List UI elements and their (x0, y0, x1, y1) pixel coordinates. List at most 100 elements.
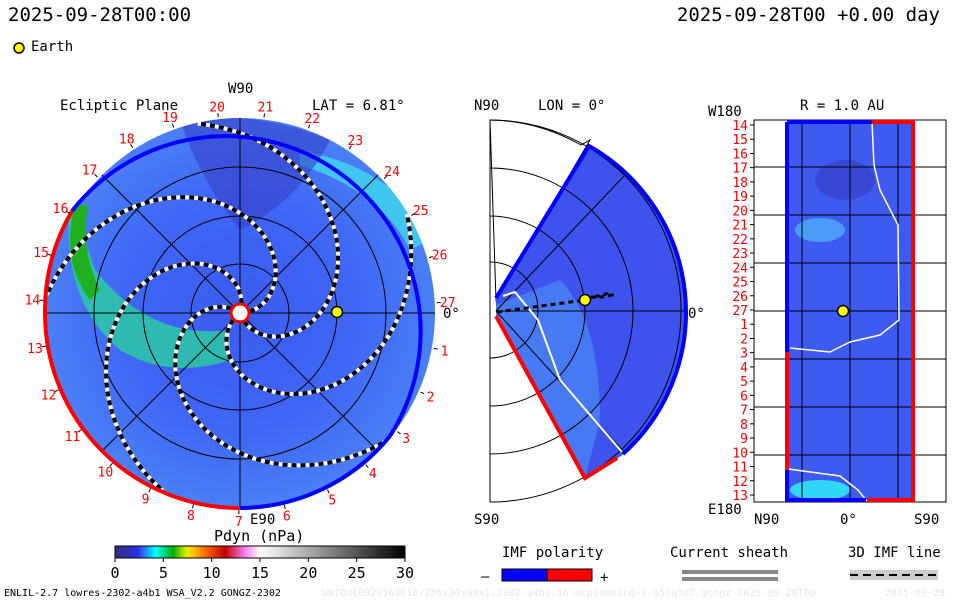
rim-label: 17 (82, 163, 98, 178)
rim-label: 7 (235, 515, 243, 530)
ecliptic-w90: W90 (228, 81, 253, 97)
footer-run-id: UNIQUE0929163618/256x30x90x1.2302-a4b1.1… (322, 588, 816, 599)
left-timestamp: 2025-09-28T00:00 (8, 4, 192, 26)
rim-label: 13 (27, 342, 43, 357)
imf-line (45, 195, 278, 314)
current-sheath-title: Current sheath (670, 545, 788, 561)
rim-label: 27 (440, 296, 456, 311)
row-label: 21 (732, 219, 748, 234)
rim-tick (326, 489, 330, 494)
rim-label: 4 (369, 467, 377, 482)
imf-polarity-title: IMF polarity (502, 545, 603, 561)
ecliptic-0deg: 0° (443, 306, 460, 322)
rim-tick (66, 211, 71, 214)
colorbar-tick-label: 25 (348, 564, 366, 582)
rim-tick (420, 391, 425, 395)
radial-slice-plot: 1415161718192021222324252627123456789101… (732, 119, 947, 504)
row-label: 5 (740, 375, 748, 390)
row-label: 14 (732, 119, 748, 134)
current-sheath-swatch-2 (682, 577, 778, 581)
colorbar-tick-label: 15 (251, 564, 269, 582)
rim-tick (397, 431, 401, 435)
row-label: 25 (732, 276, 748, 291)
row-label: 15 (732, 133, 748, 148)
rim-label: 18 (119, 133, 135, 148)
rim-tick (428, 255, 434, 259)
right-timestamp: 2025-09-28T00 +0.00 day (676, 4, 940, 26)
rim-tick (148, 488, 152, 493)
rim-tick (94, 173, 98, 178)
rim-tick (109, 462, 113, 467)
row-label: 11 (732, 461, 748, 476)
row-label: 17 (732, 162, 748, 177)
rim-label: 8 (187, 509, 195, 524)
ecliptic-lat: LAT = 6.81° (312, 98, 405, 114)
row-label: 22 (732, 233, 748, 248)
rim-label: 21 (258, 101, 274, 116)
meridional-0deg: 0° (688, 306, 705, 322)
radial-title: R = 1.0 AU (800, 98, 884, 114)
colorbar-tick-label: 20 (299, 564, 317, 582)
rim-label: 19 (162, 111, 178, 126)
rim-tick (54, 389, 59, 392)
rim-tick (383, 175, 388, 180)
rim-label: 15 (33, 246, 49, 261)
rim-label: 24 (384, 165, 400, 180)
earth-marker-ecliptic (330, 305, 344, 319)
rim-label: 2 (427, 390, 435, 405)
row-label: 23 (732, 247, 748, 262)
rim-tick (77, 429, 82, 433)
row-label: 2 (740, 332, 748, 347)
rim-label: 11 (65, 430, 81, 445)
radial-w180: W180 (708, 104, 742, 120)
rim-label: 20 (209, 100, 225, 115)
rim-label: 26 (432, 249, 448, 264)
meridional-title: LON = 0° (538, 98, 605, 114)
rim-label: 1 (441, 344, 449, 359)
earth-legend-label: Earth (31, 39, 74, 55)
row-label: 9 (740, 432, 748, 447)
rim-tick (130, 144, 134, 149)
imf-line (103, 261, 244, 493)
rim-label: 10 (98, 466, 114, 481)
rim-tick (283, 504, 286, 509)
imf-negative-swatch (501, 568, 548, 582)
rim-label: 9 (142, 492, 150, 507)
row-label: 4 (740, 361, 748, 376)
meridional-n90: N90 (474, 98, 499, 114)
imf-line-dashes (197, 121, 341, 339)
footer-model: ENLIL-2.7 lowres-2302-a4b1 WSA_V2.2 GONG… (4, 588, 281, 599)
colorbar-tick-label: 10 (203, 564, 221, 582)
rim-label: 16 (53, 202, 69, 217)
meridional-s90: S90 (474, 512, 499, 528)
rim-tick (307, 124, 311, 129)
rim-tick (47, 253, 52, 256)
imf-line (224, 213, 414, 397)
colorbar-tick-label: 30 (396, 564, 414, 582)
imf-line-title: 3D IMF line (848, 545, 941, 561)
row-label: 13 (732, 489, 748, 504)
row-label: 8 (740, 418, 748, 433)
rim-tick (410, 213, 415, 216)
rim-label: 12 (41, 388, 57, 403)
ecliptic-e90: E90 (250, 512, 275, 528)
row-label: 26 (732, 290, 748, 305)
imf-minus-label: – (481, 569, 490, 585)
rim-tick (365, 464, 369, 469)
earth-marker-radial (836, 304, 850, 318)
colorbar (114, 545, 406, 559)
ecliptic-title: Ecliptic Plane (60, 98, 178, 114)
row-label: 20 (732, 204, 748, 219)
footer-date: 2025-09-29 (885, 588, 945, 599)
rim-label: 25 (413, 204, 429, 219)
imf-positive-swatch (546, 568, 593, 582)
row-label: 12 (732, 475, 748, 490)
earth-marker-meridional (578, 293, 592, 307)
meridional-plot (489, 119, 688, 503)
rim-label: 6 (283, 510, 291, 525)
earth-legend-icon (13, 42, 25, 54)
row-label: 19 (732, 190, 748, 205)
row-label: 24 (732, 261, 748, 276)
colorbar-title: Pdyn (nPa) (214, 527, 304, 545)
